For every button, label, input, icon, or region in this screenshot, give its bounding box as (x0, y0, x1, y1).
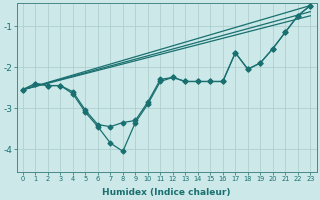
X-axis label: Humidex (Indice chaleur): Humidex (Indice chaleur) (102, 188, 231, 197)
